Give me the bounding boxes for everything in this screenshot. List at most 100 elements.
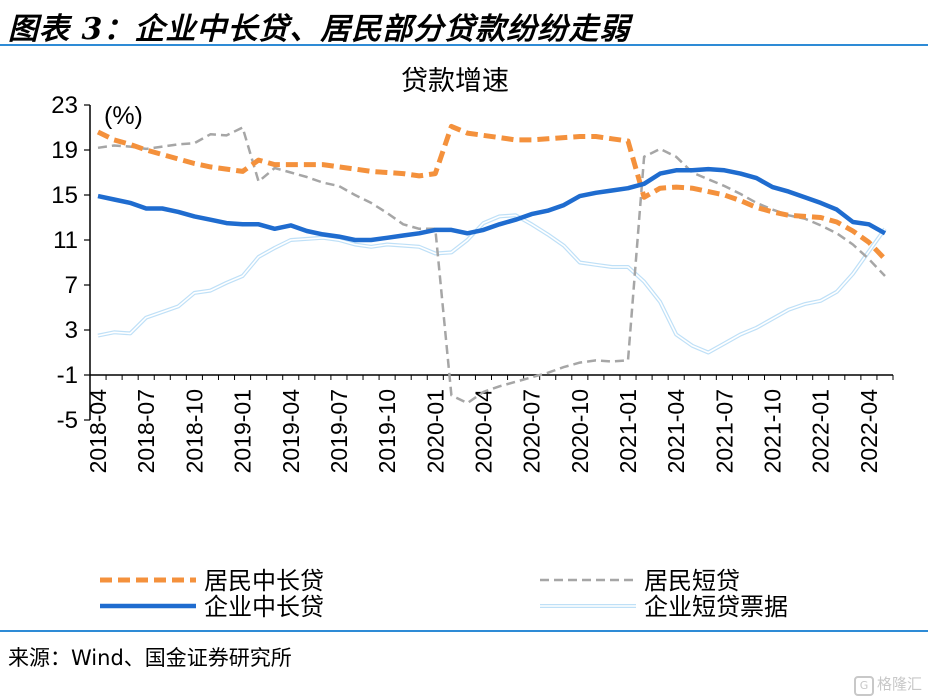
x-tick-label: 2019-10 [374, 389, 400, 473]
data-point [160, 206, 165, 211]
data-point [561, 243, 566, 248]
data-point [802, 302, 807, 307]
data-point [320, 162, 325, 167]
data-point [449, 393, 454, 398]
y-tick-label: 19 [51, 137, 78, 164]
y-tick-label: 15 [51, 182, 78, 209]
data-point [786, 213, 791, 218]
data-point [417, 226, 422, 231]
data-point [128, 200, 133, 205]
data-point [417, 231, 422, 236]
data-point [641, 279, 646, 284]
x-tick-label: 2018-04 [85, 389, 111, 474]
data-point [192, 214, 197, 219]
data-point [481, 389, 486, 394]
data-point [738, 332, 743, 337]
legend-item: 居民中长贷 [100, 567, 324, 595]
data-point [385, 170, 390, 175]
data-point [658, 186, 663, 191]
data-point [658, 146, 663, 151]
data-point [690, 168, 695, 173]
series-line [96, 123, 887, 261]
data-point [160, 152, 165, 157]
y-axis-unit-label: (%) [104, 102, 143, 130]
data-point [866, 249, 871, 254]
x-tick-label: 2022-04 [856, 389, 882, 474]
source-divider [0, 630, 928, 632]
data-point [882, 257, 887, 262]
series-line [97, 126, 886, 405]
data-point [850, 242, 855, 247]
legend-label: 企业中长贷 [204, 593, 324, 621]
data-point [304, 236, 309, 241]
series-2 [97, 126, 887, 406]
data-point [240, 222, 245, 227]
data-point [240, 169, 245, 174]
y-tick-label: 23 [51, 92, 78, 119]
data-point [224, 133, 229, 138]
series-1 [96, 123, 887, 262]
data-point [224, 167, 229, 172]
data-point [770, 185, 775, 190]
data-point [834, 219, 839, 224]
series-line-inner [97, 214, 886, 354]
x-tick-label: 2021-07 [711, 389, 737, 473]
data-point [465, 401, 470, 406]
data-point [128, 142, 133, 147]
x-tick-label: 2019-01 [230, 389, 256, 473]
data-point [256, 158, 261, 163]
data-point [818, 223, 823, 228]
data-point [834, 289, 839, 294]
source-note: 来源：Wind、国金证券研究所 [8, 646, 292, 670]
data-point [722, 168, 727, 173]
data-point [786, 189, 791, 194]
legend-label: 居民短贷 [644, 567, 740, 595]
data-point [577, 134, 582, 139]
data-point [722, 192, 727, 197]
x-tick-label: 2021-01 [615, 389, 641, 473]
data-point [336, 164, 341, 169]
data-point [850, 219, 855, 224]
data-point [417, 244, 422, 249]
data-point [529, 222, 534, 227]
data-point [834, 207, 839, 212]
data-point [609, 359, 614, 364]
data-point [401, 171, 406, 176]
data-point [288, 237, 293, 242]
data-point [144, 206, 149, 211]
series-group [96, 123, 887, 406]
data-point [625, 358, 630, 363]
data-point [882, 273, 887, 278]
data-point [577, 194, 582, 199]
data-point [818, 215, 823, 220]
data-point [754, 200, 759, 205]
data-point [529, 137, 534, 142]
data-point [433, 171, 438, 176]
x-tick-label: 2020-01 [422, 389, 448, 473]
data-point [722, 341, 727, 346]
title-divider [0, 44, 928, 46]
data-point [738, 171, 743, 176]
data-point [385, 235, 390, 240]
data-point [144, 147, 149, 152]
data-point [352, 192, 357, 197]
data-point [738, 198, 743, 203]
x-tick-label: 2021-04 [663, 389, 689, 474]
data-point [545, 232, 550, 237]
legend-item: 企业短贷票据 [540, 593, 788, 621]
data-point [818, 200, 823, 205]
data-point [352, 237, 357, 242]
data-point [625, 186, 630, 191]
data-point [545, 370, 550, 375]
data-point [561, 135, 566, 140]
data-point [529, 212, 534, 217]
data-point [336, 234, 341, 239]
data-point [304, 174, 309, 179]
data-point [529, 375, 534, 380]
data-point [272, 245, 277, 250]
data-point [272, 162, 277, 167]
data-point [208, 288, 213, 293]
data-point [690, 186, 695, 191]
legend-item: 居民短贷 [540, 567, 740, 595]
